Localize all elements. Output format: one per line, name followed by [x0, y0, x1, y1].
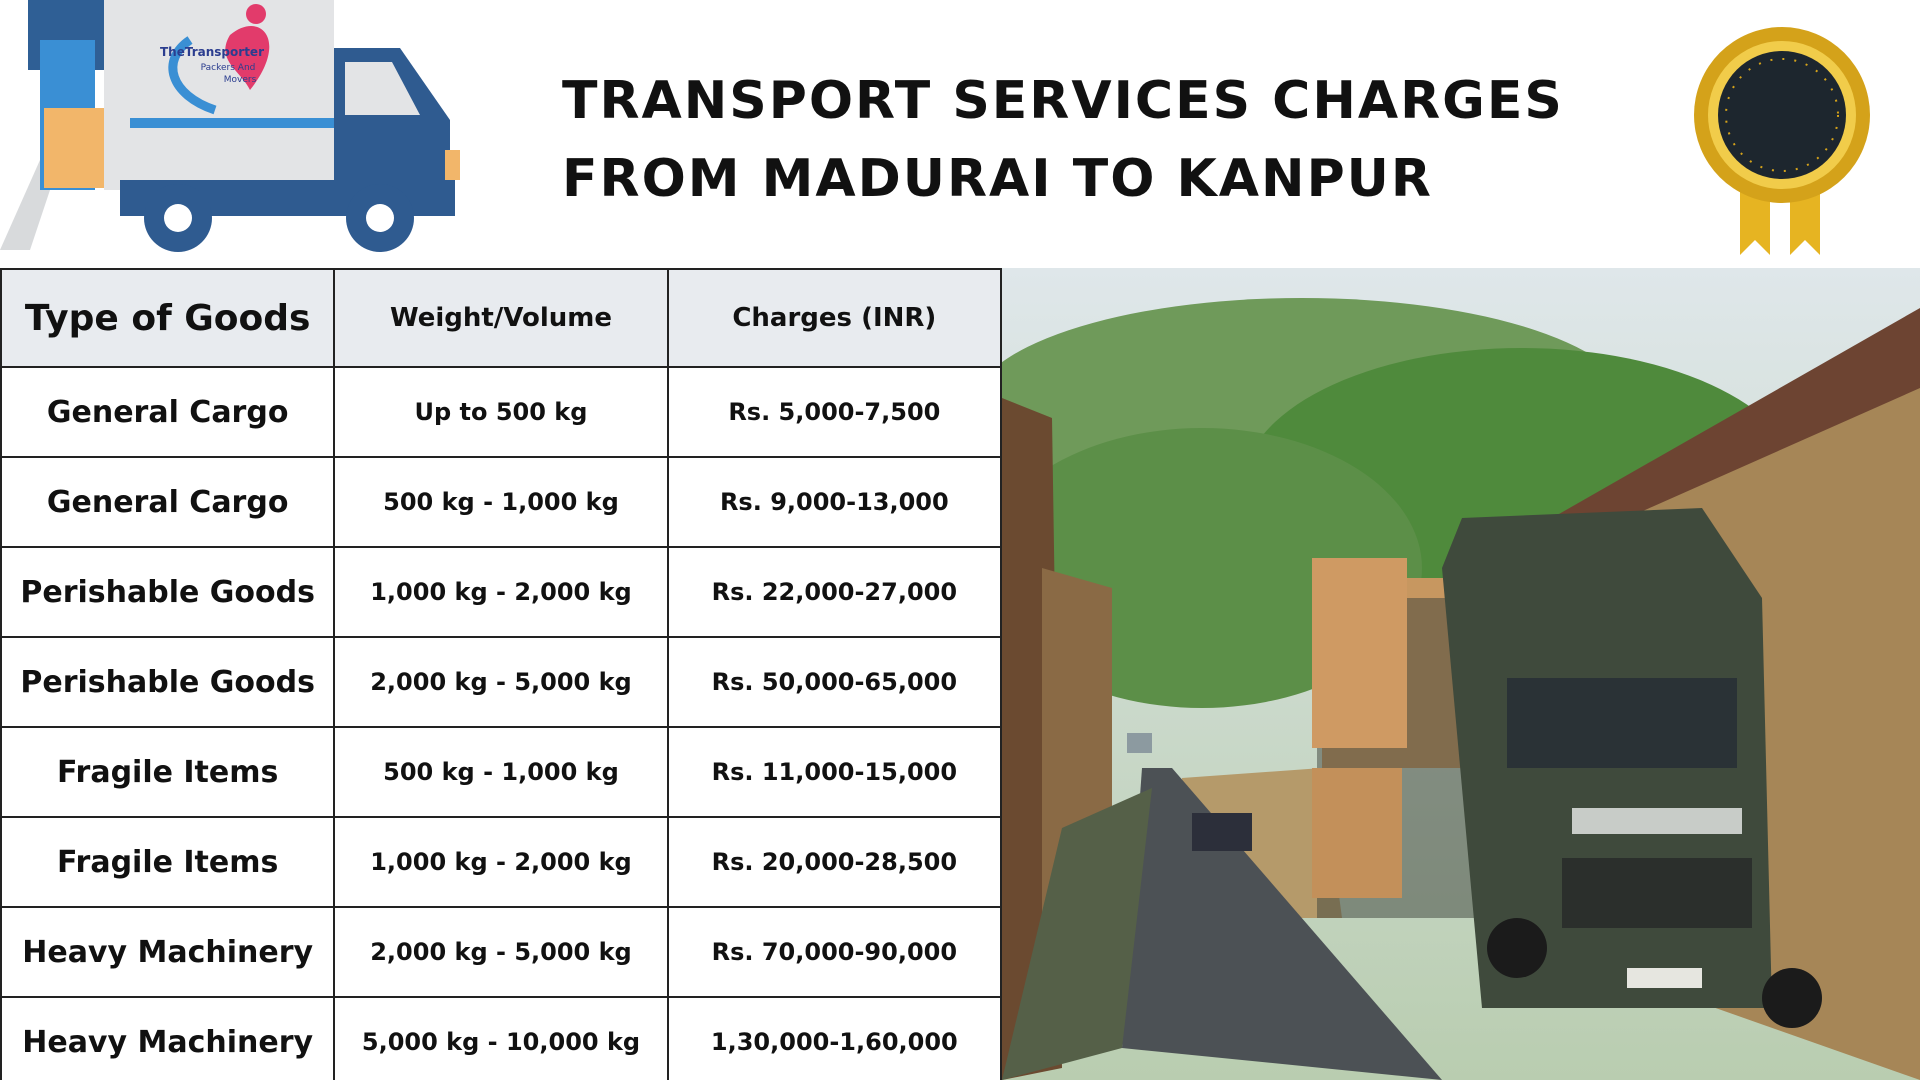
table-cell: Rs. 22,000-27,000: [666, 546, 1003, 638]
title: TRANSPORT SERVICES CHARGES FROM MADURAI …: [562, 62, 1564, 218]
column-header: Charges (INR): [666, 268, 1003, 368]
table-cell: Fragile Items: [0, 816, 336, 908]
column-header: Type of Goods: [0, 268, 336, 368]
table-cell: Perishable Goods: [0, 636, 336, 728]
badge: [1694, 27, 1870, 255]
table-row: Heavy Machinery 2,000 kg - 5,000 kg Rs. 70…: [0, 906, 1003, 998]
table-row: Heavy Machinery 5,000 kg - 10,000 kg 1,30,…: [0, 996, 1003, 1080]
table-cell: Rs. 9,000-13,000: [666, 456, 1003, 548]
table-row: General Cargo 500 kg - 1,000 kg Rs. 9,000-…: [0, 456, 1003, 548]
table-cell: Rs. 5,000-7,500: [666, 366, 1003, 458]
title-line: FROM MADURAI TO KANPUR: [562, 149, 1433, 209]
table-cell: Heavy Machinery: [0, 996, 336, 1080]
table-cell: Rs. 20,000-28,500: [666, 816, 1003, 908]
logo-text: TheTransporter: [160, 45, 264, 59]
table-cell: General Cargo: [0, 456, 336, 548]
logo-truck: TheTransporter Packers And Movers: [0, 0, 460, 252]
table-cell: 1,000 kg - 2,000 kg: [333, 816, 669, 908]
table-row: Perishable Goods 2,000 kg - 5,000 kg Rs. 5…: [0, 636, 1003, 728]
table-cell: 500 kg - 1,000 kg: [333, 726, 669, 818]
column-header: Weight/Volume: [333, 268, 669, 368]
charges-table: Type of Goods Weight/Volume Charges (INR) …: [0, 268, 1003, 1080]
table-body: General Cargo Up to 500 kg Rs. 5,000-7,500…: [0, 366, 1003, 1080]
truck-photo: [1002, 268, 1920, 1080]
table-cell: Heavy Machinery: [0, 906, 336, 998]
title-line: TRANSPORT SERVICES CHARGES: [562, 71, 1564, 131]
table-cell: Up to 500 kg: [333, 366, 669, 458]
table-cell: Rs. 50,000-65,000: [666, 636, 1003, 728]
table-cell: 5,000 kg - 10,000 kg: [333, 996, 669, 1080]
logo-text: Movers: [224, 75, 257, 85]
table-cell: Fragile Items: [0, 726, 336, 818]
table-cell: 2,000 kg - 5,000 kg: [333, 906, 669, 998]
table-cell: Rs. 70,000-90,000: [666, 906, 1003, 998]
table-row: Perishable Goods 1,000 kg - 2,000 kg Rs. 2…: [0, 546, 1003, 638]
table-cell: Perishable Goods: [0, 546, 336, 638]
logo-text: Packers And: [201, 63, 256, 73]
table-cell: 2,000 kg - 5,000 kg: [333, 636, 669, 728]
table-cell: 1,30,000-1,60,000: [666, 996, 1003, 1080]
table-cell: Rs. 11,000-15,000: [666, 726, 1003, 818]
table-row: General Cargo Up to 500 kg Rs. 5,000-7,500: [0, 366, 1003, 458]
table-cell: General Cargo: [0, 366, 336, 458]
header-row: Type of Goods Weight/Volume Charges (INR): [0, 268, 1003, 368]
table-row: Fragile Items 500 kg - 1,000 kg Rs. 11,000…: [0, 726, 1003, 818]
table-cell: 1,000 kg - 2,000 kg: [333, 546, 669, 638]
table-row: Fragile Items 1,000 kg - 2,000 kg Rs. 20,0…: [0, 816, 1003, 908]
table-cell: 500 kg - 1,000 kg: [333, 456, 669, 548]
